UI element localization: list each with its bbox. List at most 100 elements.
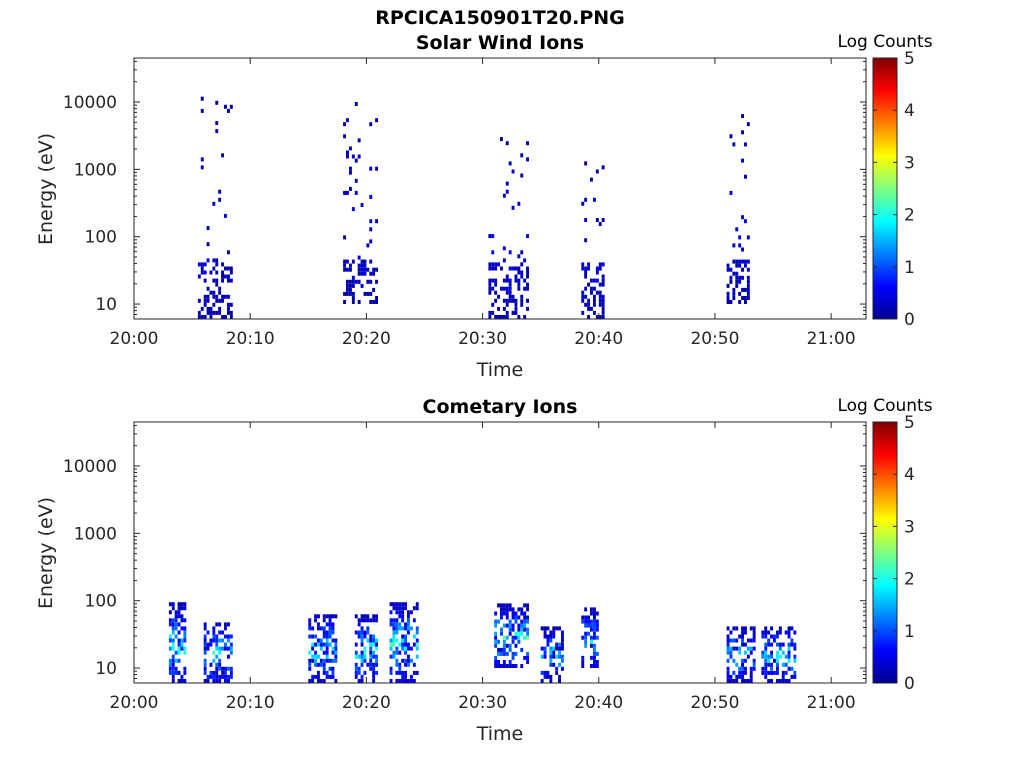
heatmap-cell xyxy=(526,141,529,146)
heatmap-cell xyxy=(221,278,224,283)
heatmap-cell xyxy=(177,622,181,627)
colorbar-tick-label: 4 xyxy=(904,101,915,121)
heatmap-cell xyxy=(343,291,346,296)
heatmap-cell xyxy=(319,638,323,643)
heatmap-cell xyxy=(328,634,332,639)
heatmap-cell xyxy=(500,631,503,636)
heatmap-cell xyxy=(581,290,585,295)
heatmap-cell xyxy=(732,287,736,292)
heatmap-cell xyxy=(363,259,367,264)
colorbar-tick-label: 1 xyxy=(904,622,915,642)
heatmap-cell xyxy=(412,606,416,611)
heatmap-cell xyxy=(357,679,361,683)
heatmap-cell xyxy=(203,679,207,683)
heatmap-cell xyxy=(369,654,373,659)
heatmap-cell xyxy=(404,642,407,647)
heatmap-cell xyxy=(401,646,405,651)
heatmap-cell xyxy=(174,666,178,671)
heatmap-cell xyxy=(494,266,498,271)
heatmap-cell xyxy=(735,227,739,232)
heatmap-cell xyxy=(784,679,788,683)
heatmap-cell xyxy=(593,664,596,668)
heatmap-cell xyxy=(407,642,410,647)
heatmap-cell xyxy=(520,270,524,275)
heatmap-cell xyxy=(726,679,730,683)
heatmap-cell xyxy=(735,275,739,280)
heatmap-cell xyxy=(595,660,599,664)
heatmap-cell xyxy=(351,154,355,159)
heatmap-cell xyxy=(415,642,419,647)
panel-title: Solar Wind Ions xyxy=(416,32,584,54)
heatmap-cell xyxy=(741,247,744,252)
heatmap-cell xyxy=(778,626,782,631)
heatmap-cell xyxy=(177,679,181,683)
heatmap-cell xyxy=(322,679,326,683)
axes-frame xyxy=(133,421,867,684)
heatmap-cell xyxy=(764,650,768,655)
heatmap-cell xyxy=(212,674,216,679)
heatmap-cell xyxy=(494,619,498,624)
heatmap-cell xyxy=(787,654,791,659)
heatmap-cell xyxy=(793,670,797,675)
heatmap-cell xyxy=(325,630,329,635)
heatmap-cell xyxy=(738,300,742,304)
heatmap-cell xyxy=(581,310,585,315)
heatmap-cell xyxy=(401,642,405,647)
heatmap-cell xyxy=(546,670,550,675)
heatmap-cell xyxy=(215,258,219,263)
heatmap-cell xyxy=(200,266,204,271)
heatmap-cell xyxy=(505,181,509,186)
heatmap-cell xyxy=(308,666,312,671)
heatmap-cell xyxy=(767,662,771,667)
heatmap-cell xyxy=(375,166,378,171)
heatmap-cell xyxy=(502,278,506,283)
heatmap-cell xyxy=(584,615,588,620)
heatmap-cell xyxy=(508,660,512,664)
heatmap-cell xyxy=(595,315,599,319)
heatmap-cell xyxy=(171,674,175,679)
heatmap-cell xyxy=(581,201,585,206)
heatmap-cell xyxy=(227,108,230,113)
heatmap-cell xyxy=(203,638,207,643)
heatmap-cell xyxy=(218,189,222,194)
heatmap-cell xyxy=(581,266,585,271)
heatmap-cell xyxy=(744,219,747,224)
heatmap-cell xyxy=(526,157,529,162)
heatmap-cell xyxy=(738,674,742,679)
heatmap-cell xyxy=(168,634,172,639)
heatmap-cell xyxy=(398,606,402,611)
heatmap-cell xyxy=(561,666,564,671)
heatmap-cell xyxy=(581,655,585,660)
heatmap-cells xyxy=(168,602,797,683)
heatmap-cell xyxy=(764,674,768,679)
heatmap-cell xyxy=(354,662,358,667)
heatmap-cell xyxy=(200,157,204,162)
heatmap-cell xyxy=(360,654,364,659)
heatmap-cell xyxy=(584,639,588,644)
heatmap-cell xyxy=(346,287,349,292)
heatmap-cell xyxy=(729,654,733,659)
heatmap-cell xyxy=(520,607,524,612)
heatmap-cell xyxy=(761,630,765,635)
heatmap-cell xyxy=(590,286,593,291)
heatmap-cell xyxy=(389,642,393,647)
heatmap-cell xyxy=(784,662,788,667)
heatmap-cell xyxy=(520,153,524,158)
heatmap-cell xyxy=(360,658,364,663)
heatmap-cell xyxy=(224,646,227,651)
heatmap-cell xyxy=(502,607,506,612)
heatmap-cell xyxy=(346,279,349,284)
heatmap-cell xyxy=(215,100,219,105)
heatmap-cell xyxy=(776,650,779,655)
heatmap-cell xyxy=(404,662,407,667)
heatmap-cell xyxy=(375,300,378,304)
heatmap-cell xyxy=(357,154,361,159)
heatmap-cell xyxy=(508,631,512,636)
heatmap-cell xyxy=(212,290,216,295)
heatmap-cell xyxy=(761,670,765,675)
heatmap-cell xyxy=(726,638,730,643)
heatmap-cell xyxy=(590,278,593,283)
heatmap-cell xyxy=(520,647,524,652)
heatmap-cell xyxy=(584,294,588,299)
heatmap-cell xyxy=(732,271,736,276)
